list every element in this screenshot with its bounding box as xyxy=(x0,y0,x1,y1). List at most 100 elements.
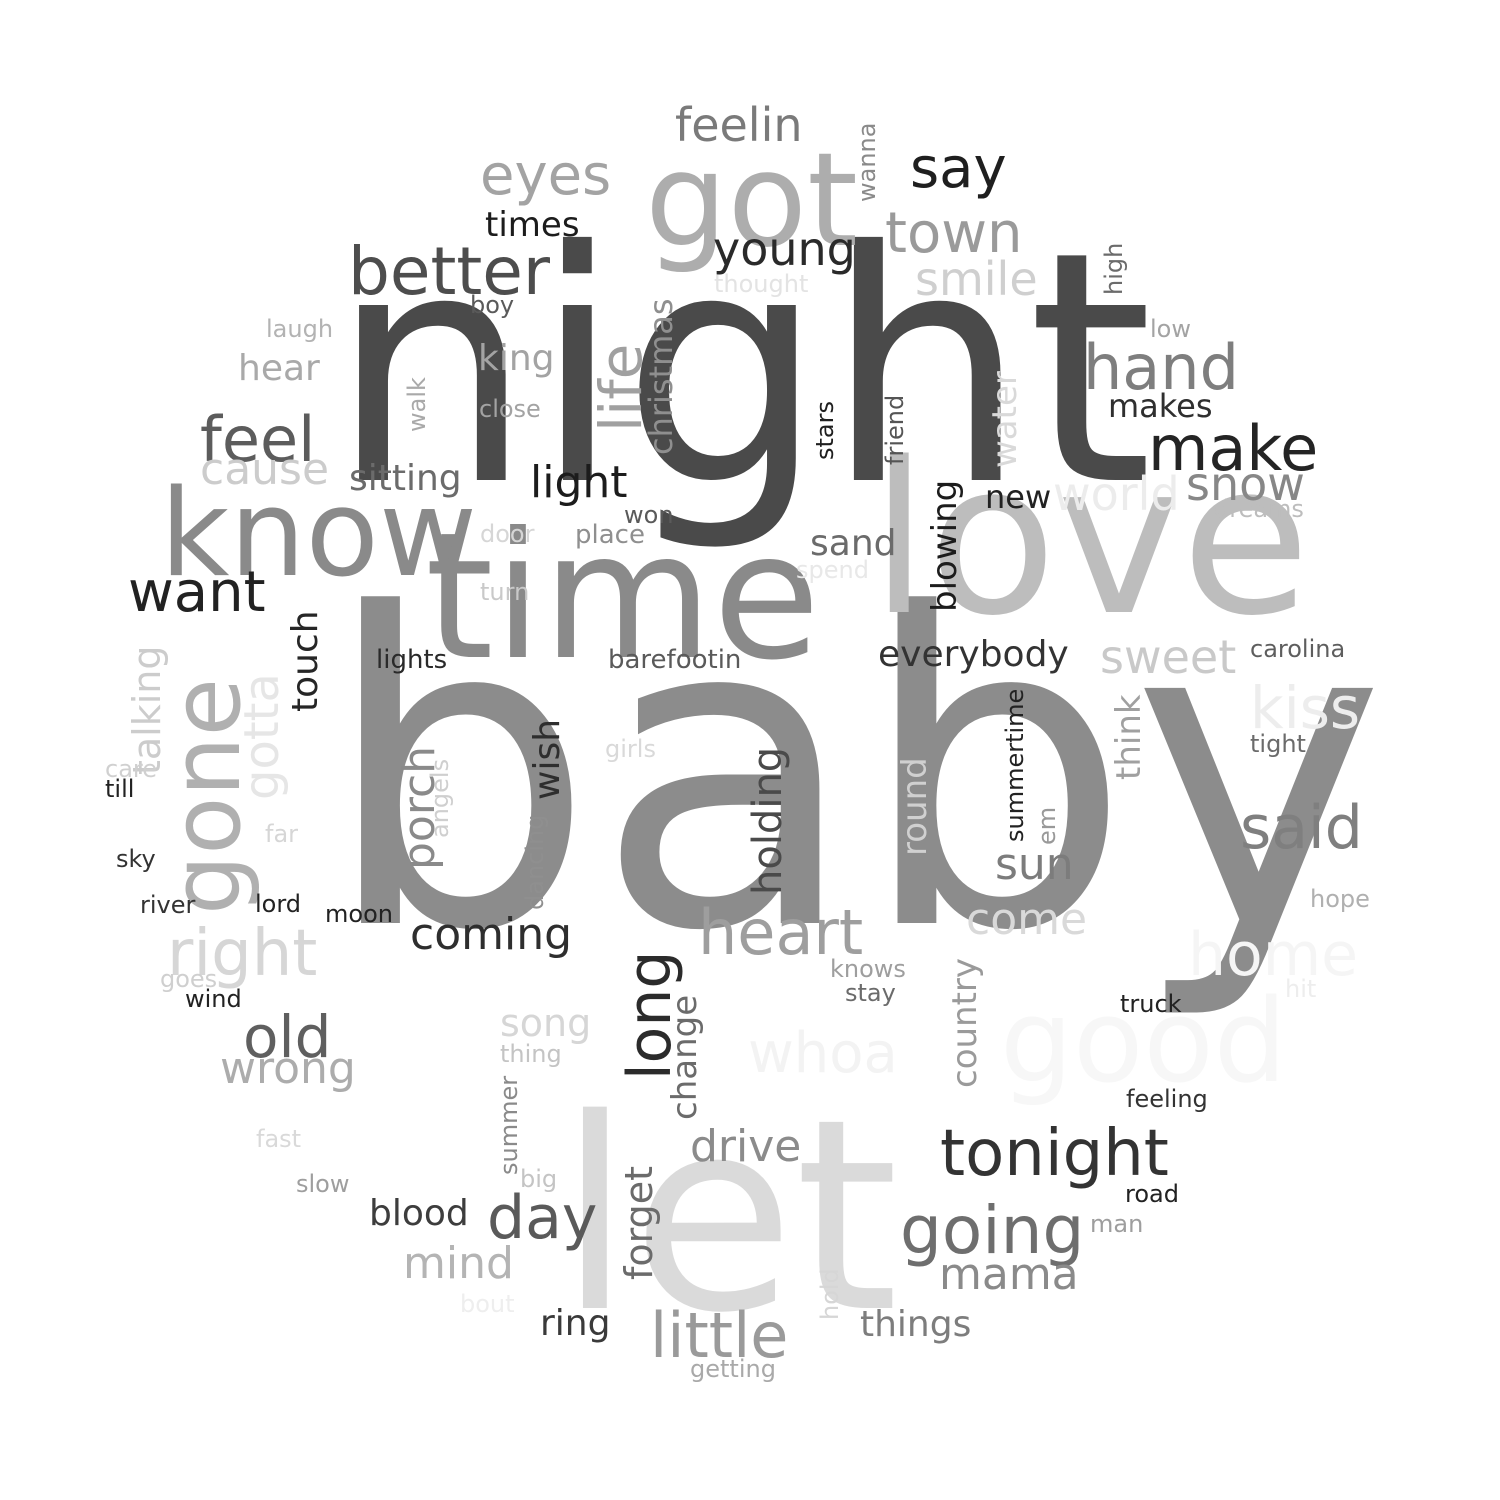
word-touch: touch xyxy=(285,610,326,712)
word-snow: snow xyxy=(1186,457,1305,511)
word-gotta: gotta xyxy=(234,673,290,800)
word-light: light xyxy=(530,457,628,508)
word-wanna: wanna xyxy=(853,122,881,202)
word-old: old xyxy=(243,1003,332,1071)
word-cause: cause xyxy=(200,444,330,495)
word-home: home xyxy=(1188,920,1359,990)
word-things: things xyxy=(860,1304,972,1345)
word-turn: turn xyxy=(480,578,530,606)
word-wish: wish xyxy=(527,718,568,800)
word-time: time xyxy=(425,496,821,699)
word-know: know xyxy=(160,465,478,604)
word-eyes: eyes xyxy=(480,143,612,208)
word-change: change xyxy=(665,994,705,1120)
word-song: song xyxy=(500,1001,592,1045)
word-hear: hear xyxy=(238,348,320,389)
word-river: river xyxy=(140,891,196,919)
word-fast: fast xyxy=(256,1125,302,1153)
word-said: said xyxy=(1240,793,1363,863)
word-laugh: laugh xyxy=(266,315,334,343)
word-tonight: tonight xyxy=(940,1117,1169,1191)
word-tight: tight xyxy=(1250,730,1306,758)
word-come: come xyxy=(966,894,1088,945)
word-love: love xyxy=(870,417,1311,662)
word-summertime: summertime xyxy=(1001,688,1029,842)
word-road: road xyxy=(1125,1180,1179,1208)
word-spend: spend xyxy=(796,556,869,584)
word-carolina: carolina xyxy=(1250,635,1346,663)
word-going: going xyxy=(900,1192,1085,1269)
word-young: young xyxy=(713,222,856,276)
word-drive: drive xyxy=(690,1121,802,1172)
word-summer: summer xyxy=(495,1075,523,1175)
word-walk: walk xyxy=(403,377,431,432)
word-blowing: blowing xyxy=(925,479,965,612)
word-care: care xyxy=(105,755,158,783)
word-little: little xyxy=(650,1299,789,1372)
word-let: let xyxy=(558,1063,899,1371)
word-hope: hope xyxy=(1310,885,1370,913)
word-town: town xyxy=(885,201,1023,266)
word-world: world xyxy=(1053,467,1180,521)
word-door: door xyxy=(480,520,535,548)
word-baby: baby xyxy=(322,525,1386,1025)
word-everybody: everybody xyxy=(878,634,1069,675)
word-say: say xyxy=(910,136,1007,201)
word-wind: wind xyxy=(185,985,242,1013)
word-kiss: kiss xyxy=(1250,674,1361,742)
word-truck: truck xyxy=(1120,990,1182,1018)
word-thing: thing xyxy=(500,1040,562,1068)
word-forget: forget xyxy=(617,1166,661,1280)
word-new: new xyxy=(985,478,1052,516)
word-makes: makes xyxy=(1108,387,1213,425)
word-girls: girls xyxy=(605,735,656,763)
word-sitting: sitting xyxy=(349,458,462,499)
word-whoa: whoa xyxy=(748,1021,898,1086)
word-king: king xyxy=(478,338,555,379)
word-hit: hit xyxy=(1285,975,1317,1003)
word-barefootin: barefootin xyxy=(608,645,742,675)
word-smile: smile xyxy=(915,252,1038,306)
word-water: water xyxy=(985,371,1025,468)
word-sweet: sweet xyxy=(1100,630,1237,684)
word-far: far xyxy=(265,820,299,848)
word-lord: lord xyxy=(255,890,302,918)
word-hold: hold xyxy=(816,1268,844,1320)
word-mind: mind xyxy=(403,1238,514,1289)
word-got: got xyxy=(645,124,859,276)
word-won: won xyxy=(624,501,674,529)
word-times: times xyxy=(485,205,580,245)
word-think: think xyxy=(1109,694,1149,780)
word-ring: ring xyxy=(540,1303,611,1344)
word-place: place xyxy=(575,520,645,550)
word-dancing: dancing xyxy=(521,814,549,910)
word-sand: sand xyxy=(810,523,897,564)
word-mama: mama xyxy=(939,1249,1079,1300)
word-big: big xyxy=(520,1165,558,1193)
word-low: low xyxy=(1150,315,1191,343)
word-make: make xyxy=(1148,412,1319,485)
word-lights: lights xyxy=(376,645,448,675)
word-stay: stay xyxy=(845,979,896,1007)
word-heart: heart xyxy=(698,896,864,969)
word-holding: holding xyxy=(745,746,791,895)
word-feel: feel xyxy=(200,403,316,476)
word-getting: getting xyxy=(690,1355,776,1383)
word-friend: friend xyxy=(881,394,909,465)
word-good: good xyxy=(1000,975,1287,1109)
word-moon: moon xyxy=(325,900,393,928)
word-angels: angels xyxy=(426,758,454,838)
word-day: day xyxy=(487,1183,598,1253)
word-night: night xyxy=(330,184,1154,556)
word-knows: knows xyxy=(830,955,906,983)
word-blood: blood xyxy=(369,1193,469,1234)
word-em: em xyxy=(1033,806,1061,845)
word-country: country xyxy=(945,957,985,1088)
word-boy: boy xyxy=(470,291,515,319)
word-round: round xyxy=(895,757,935,856)
word-better: better xyxy=(348,233,550,310)
word-high: high xyxy=(1100,242,1128,295)
word-bout: bout xyxy=(460,1290,515,1318)
word-feelin: feelin xyxy=(675,98,803,152)
word-dreams: dreams xyxy=(1214,495,1304,523)
